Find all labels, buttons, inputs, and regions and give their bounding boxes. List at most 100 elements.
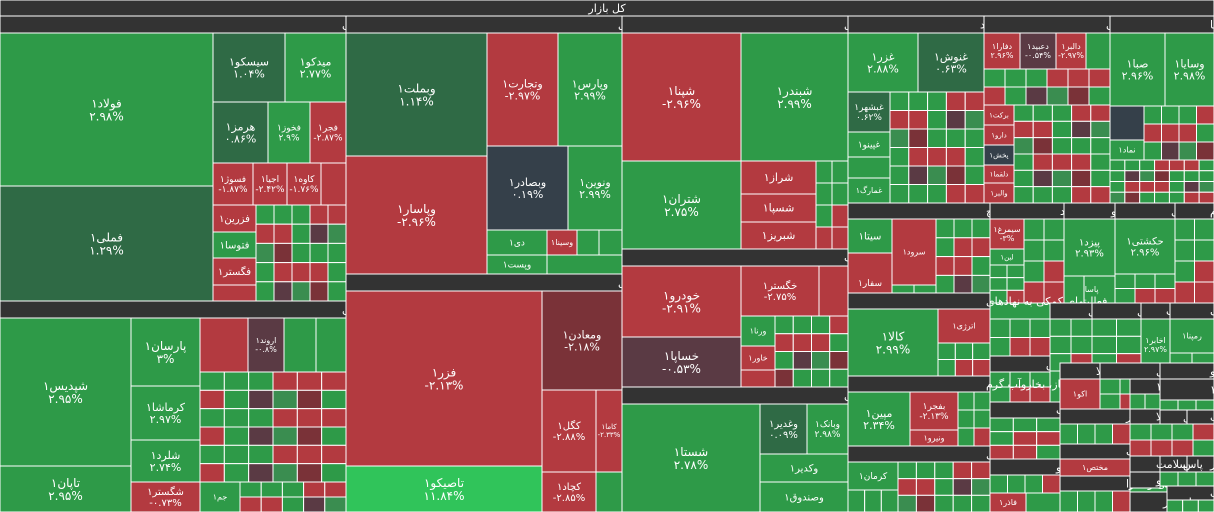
small-stock-cell[interactable] <box>281 496 305 512</box>
small-stock-cell[interactable] <box>1071 137 1092 155</box>
treemap-cell[interactable] <box>320 162 347 206</box>
stock-cell[interactable] <box>247 317 285 373</box>
small-stock-cell[interactable] <box>831 182 849 206</box>
small-stock-cell[interactable] <box>945 110 966 130</box>
small-stock-cell[interactable] <box>1013 104 1034 122</box>
small-stock-cell[interactable] <box>1183 191 1200 204</box>
small-stock-cell[interactable] <box>1032 137 1053 155</box>
small-stock-cell[interactable] <box>260 496 283 512</box>
small-stock-cell[interactable] <box>1143 105 1162 125</box>
stock-cell[interactable] <box>130 439 201 483</box>
small-stock-cell[interactable] <box>1166 499 1184 512</box>
small-stock-cell[interactable] <box>811 351 831 370</box>
small-stock-cell[interactable] <box>321 408 347 428</box>
small-stock-cell[interactable] <box>1067 68 1090 88</box>
small-stock-cell[interactable] <box>1012 417 1038 433</box>
small-stock-cell[interactable] <box>291 223 311 244</box>
small-stock-cell[interactable] <box>1043 239 1065 262</box>
treemap-cell[interactable] <box>1085 32 1111 70</box>
stock-cell[interactable] <box>0 32 214 187</box>
small-stock-cell[interactable] <box>1139 181 1156 193</box>
small-stock-cell[interactable] <box>927 91 947 111</box>
small-stock-cell[interactable] <box>1070 335 1093 355</box>
stock-cell[interactable] <box>759 453 849 483</box>
small-stock-cell[interactable] <box>1049 335 1072 355</box>
small-stock-cell[interactable] <box>1129 439 1152 457</box>
small-stock-cell[interactable] <box>811 368 831 388</box>
small-stock-cell[interactable] <box>248 444 274 465</box>
stock-cell[interactable] <box>806 403 849 455</box>
small-stock-cell[interactable] <box>1046 68 1069 88</box>
small-stock-cell[interactable] <box>199 463 225 483</box>
small-stock-cell[interactable] <box>889 128 910 148</box>
small-stock-cell[interactable] <box>1023 239 1045 262</box>
small-stock-cell[interactable] <box>1051 169 1073 188</box>
stock-cell[interactable] <box>541 389 597 473</box>
small-stock-cell[interactable] <box>1116 318 1142 337</box>
small-stock-cell[interactable] <box>934 478 954 496</box>
small-stock-cell[interactable] <box>935 274 955 295</box>
small-stock-cell[interactable] <box>989 337 1011 357</box>
small-stock-cell[interactable] <box>1198 191 1214 204</box>
small-stock-cell[interactable] <box>1143 123 1162 143</box>
small-stock-cell[interactable] <box>309 281 329 302</box>
small-stock-cell[interactable] <box>971 237 991 258</box>
small-stock-cell[interactable] <box>1032 186 1053 204</box>
small-stock-cell[interactable] <box>774 351 794 370</box>
small-stock-cell[interactable] <box>291 281 311 302</box>
small-stock-cell[interactable] <box>296 444 323 465</box>
small-stock-cell[interactable] <box>1043 260 1065 283</box>
small-stock-cell[interactable] <box>952 478 973 496</box>
small-stock-cell[interactable] <box>1088 68 1111 88</box>
small-stock-cell[interactable] <box>1143 141 1162 161</box>
small-stock-cell[interactable] <box>889 147 910 167</box>
small-stock-cell[interactable] <box>889 184 910 204</box>
small-stock-cell[interactable] <box>831 226 849 250</box>
small-stock-cell[interactable] <box>1134 273 1156 289</box>
small-stock-cell[interactable] <box>1099 378 1121 395</box>
small-stock-cell[interactable] <box>1059 423 1078 445</box>
small-stock-cell[interactable] <box>321 371 347 391</box>
small-stock-cell[interactable] <box>1071 186 1092 204</box>
small-stock-cell[interactable] <box>829 368 849 388</box>
small-stock-cell[interactable] <box>964 147 985 167</box>
small-stock-cell[interactable] <box>989 444 1014 460</box>
stock-cell[interactable] <box>847 308 939 377</box>
small-stock-cell[interactable] <box>1088 86 1111 106</box>
treemap-cell[interactable] <box>818 265 849 317</box>
small-stock-cell[interactable] <box>1090 137 1111 155</box>
small-stock-cell[interactable] <box>272 389 298 410</box>
small-stock-cell[interactable] <box>954 342 974 360</box>
small-stock-cell[interactable] <box>989 264 1008 279</box>
small-stock-cell[interactable] <box>927 110 947 130</box>
stock-cell[interactable] <box>486 145 569 231</box>
stock-cell[interactable] <box>130 317 201 387</box>
small-stock-cell[interactable] <box>248 371 274 391</box>
stock-cell[interactable] <box>345 155 488 275</box>
small-stock-cell[interactable] <box>815 160 833 184</box>
small-stock-cell[interactable] <box>1032 104 1053 122</box>
small-stock-cell[interactable] <box>272 371 298 391</box>
small-stock-cell[interactable] <box>847 489 866 512</box>
small-stock-cell[interactable] <box>908 91 929 111</box>
stock-cell[interactable] <box>212 101 269 164</box>
stock-cell[interactable] <box>345 290 543 467</box>
small-stock-cell[interactable] <box>303 496 326 512</box>
stock-cell[interactable] <box>759 481 849 512</box>
small-stock-cell[interactable] <box>1154 181 1170 193</box>
small-stock-cell[interactable] <box>1029 337 1051 357</box>
small-stock-cell[interactable] <box>964 91 985 111</box>
treemap-cell[interactable] <box>1025 492 1061 512</box>
treemap-cell[interactable] <box>847 156 891 179</box>
treemap-cell[interactable] <box>595 471 623 512</box>
treemap-cell[interactable] <box>598 229 623 256</box>
small-stock-cell[interactable] <box>1023 260 1045 283</box>
small-stock-cell[interactable] <box>935 218 955 239</box>
stock-cell[interactable] <box>212 231 257 259</box>
small-stock-cell[interactable] <box>272 426 298 446</box>
small-stock-cell[interactable] <box>296 463 323 483</box>
small-stock-cell[interactable] <box>1090 120 1111 139</box>
small-stock-cell[interactable] <box>1025 68 1048 88</box>
small-stock-cell[interactable] <box>972 342 991 360</box>
small-stock-cell[interactable] <box>309 262 329 283</box>
